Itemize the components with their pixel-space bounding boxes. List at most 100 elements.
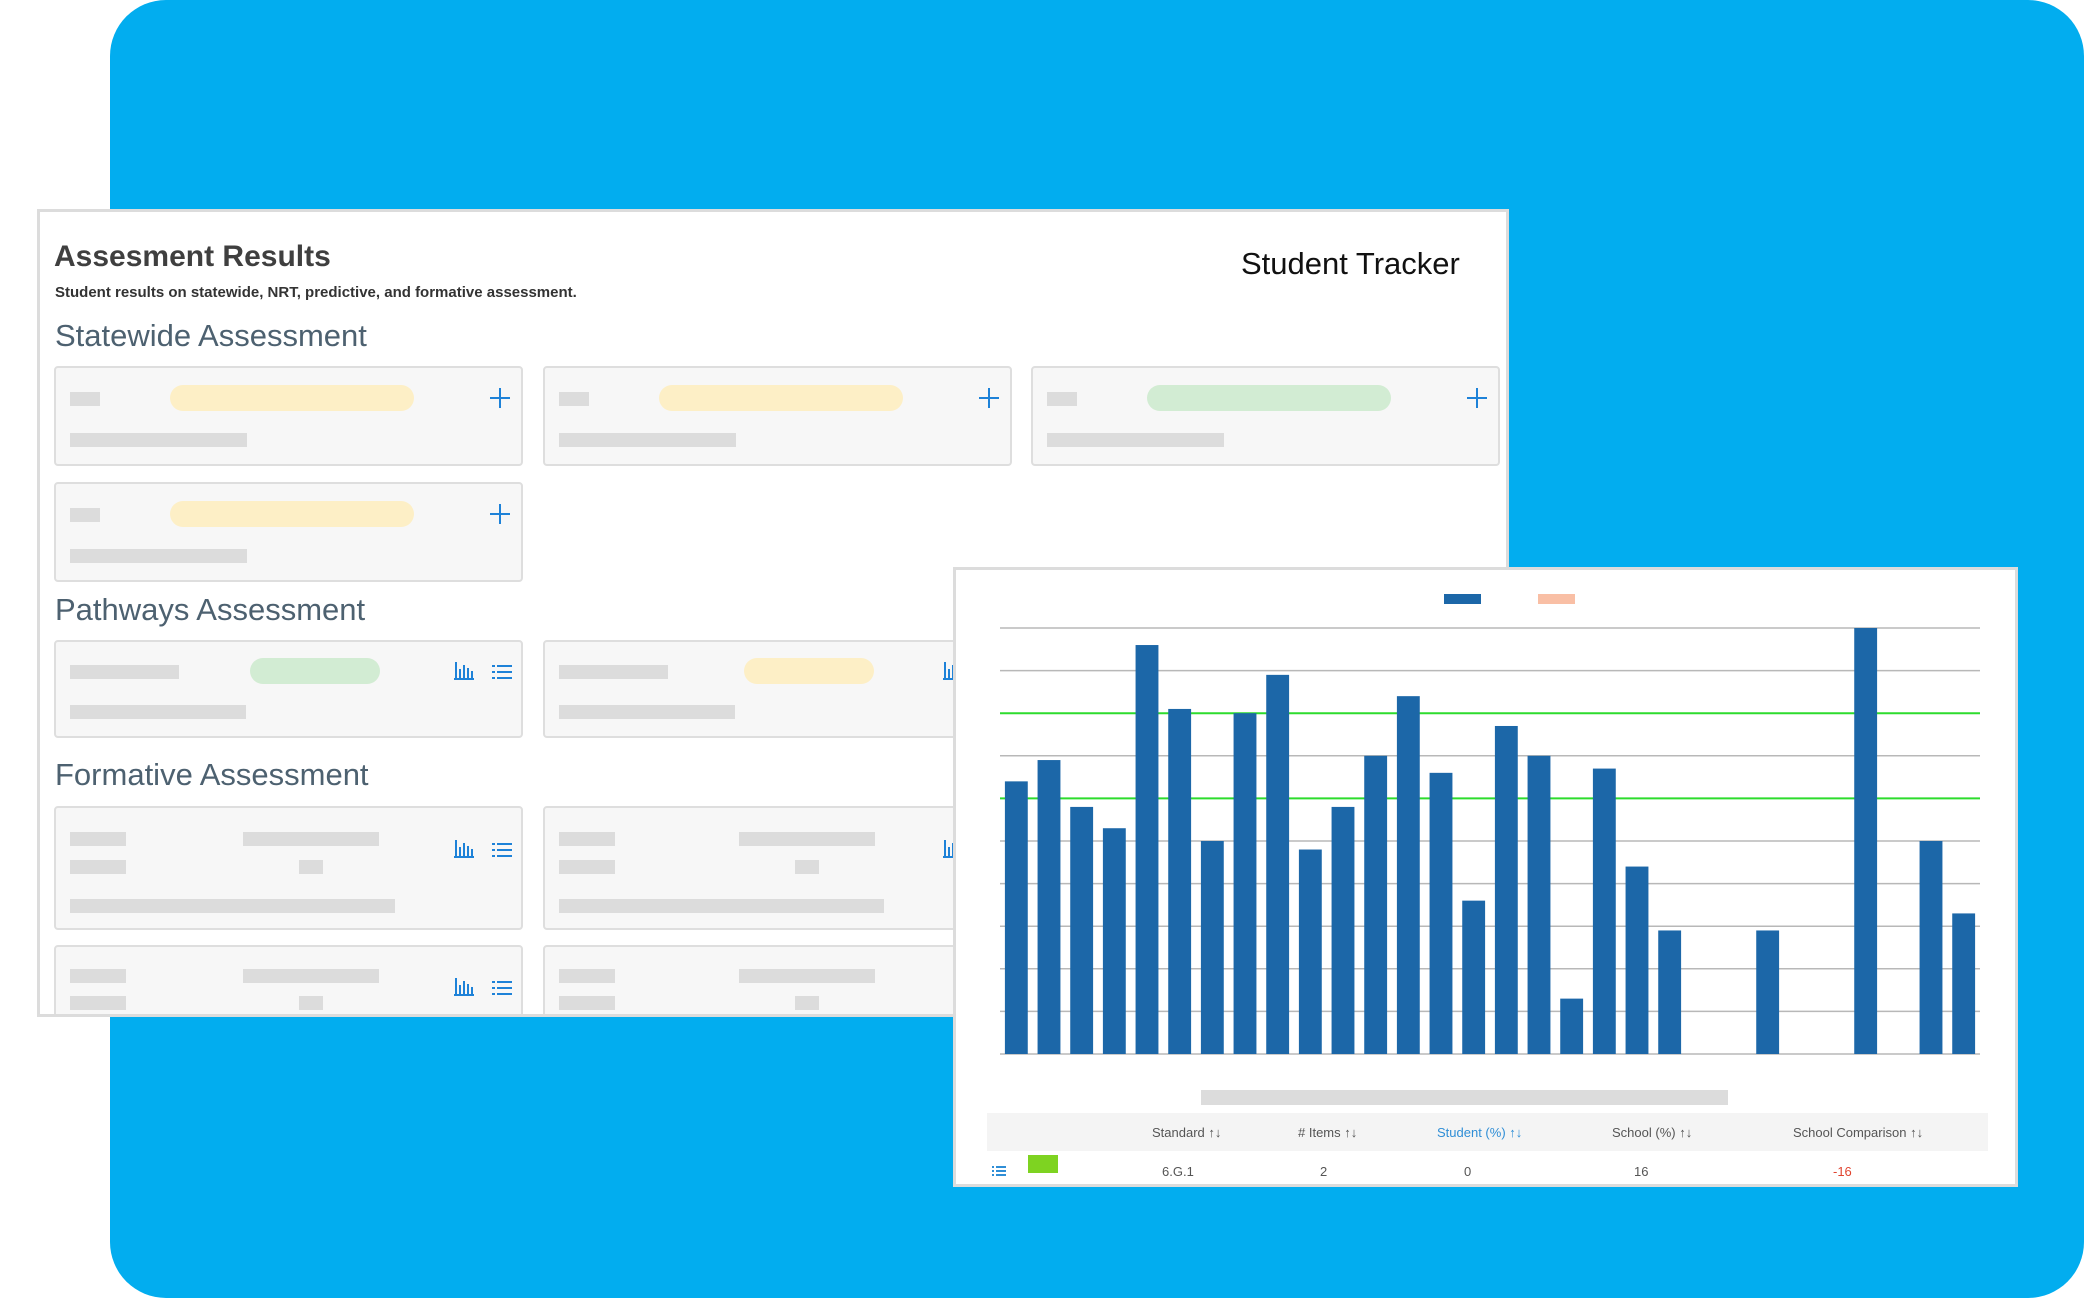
placeholder-text <box>70 705 246 719</box>
pathways-card-1[interactable] <box>54 640 523 738</box>
list-icon[interactable] <box>492 979 512 997</box>
placeholder-text <box>243 832 379 846</box>
placeholder-text <box>559 996 615 1010</box>
status-badge <box>744 658 874 684</box>
chart-bar[interactable] <box>1756 930 1780 1054</box>
formative-card-4[interactable] <box>543 945 1012 1014</box>
plus-icon[interactable] <box>490 388 510 408</box>
list-icon[interactable] <box>492 663 512 681</box>
status-badge <box>250 658 380 684</box>
placeholder-text <box>1047 433 1224 447</box>
statewide-card-1[interactable] <box>54 366 523 466</box>
table-header: Standard ↑↓ # Items ↑↓ Student (%) ↑↓ Sc… <box>987 1113 1988 1151</box>
placeholder-text <box>70 433 247 447</box>
chart-bar[interactable] <box>1266 674 1290 1054</box>
chart-bar[interactable] <box>1625 866 1649 1054</box>
chart-bar[interactable] <box>1364 755 1388 1054</box>
formative-card-1[interactable] <box>54 806 523 930</box>
placeholder-text <box>559 433 736 447</box>
column-header-school[interactable]: School (%) ↑↓ <box>1612 1125 1693 1140</box>
statewide-card-2[interactable] <box>543 366 1012 466</box>
placeholder-text <box>739 832 875 846</box>
placeholder-text <box>559 860 615 874</box>
status-badge <box>659 385 903 411</box>
chart-bar[interactable] <box>1462 900 1486 1054</box>
bar-chart-icon[interactable] <box>454 840 474 858</box>
chart-legend <box>1444 594 1575 604</box>
chart-bar[interactable] <box>1658 930 1682 1054</box>
chart-bar[interactable] <box>1494 725 1518 1054</box>
chart-bar[interactable] <box>1168 708 1192 1054</box>
chart-bar[interactable] <box>1200 841 1224 1054</box>
list-icon[interactable] <box>992 1166 1006 1176</box>
chart-bar[interactable] <box>1037 760 1061 1054</box>
chart-bar[interactable] <box>1396 696 1420 1054</box>
chart-bar[interactable] <box>1070 806 1094 1054</box>
status-badge <box>1147 385 1391 411</box>
chart-bar[interactable] <box>1233 713 1257 1054</box>
chart-bar[interactable] <box>1102 828 1126 1054</box>
sort-icon: ↑↓ <box>1910 1125 1924 1140</box>
chart-bar[interactable] <box>1919 841 1943 1054</box>
plus-icon[interactable] <box>1467 388 1487 408</box>
student-tracker-title: Student Tracker <box>1241 246 1460 281</box>
column-header-standard[interactable]: Standard ↑↓ <box>1152 1125 1222 1140</box>
plus-icon[interactable] <box>979 388 999 408</box>
chart-bar[interactable] <box>1429 772 1453 1054</box>
pathways-card-2[interactable] <box>543 640 1012 738</box>
statewide-card-4[interactable] <box>54 482 523 582</box>
placeholder-text <box>70 665 179 679</box>
placeholder-text <box>559 392 589 406</box>
chart-bar[interactable] <box>1592 768 1616 1054</box>
column-header-student[interactable]: Student (%) ↑↓ <box>1437 1125 1523 1140</box>
formative-card-3[interactable] <box>54 945 523 1014</box>
statewide-heading: Statewide Assessment <box>55 318 367 353</box>
placeholder-text <box>299 860 323 874</box>
column-header-items[interactable]: # Items ↑↓ <box>1298 1125 1358 1140</box>
page-title: Assesment Results <box>54 240 331 273</box>
formative-heading: Formative Assessment <box>55 757 369 792</box>
chart-bar[interactable] <box>1331 806 1355 1054</box>
placeholder-text <box>70 549 247 563</box>
placeholder-text <box>795 996 819 1010</box>
chart-bar[interactable] <box>1135 645 1159 1054</box>
plus-icon[interactable] <box>490 504 510 524</box>
placeholder-text <box>70 392 100 406</box>
placeholder-text <box>70 860 126 874</box>
placeholder-text <box>559 665 668 679</box>
placeholder-text <box>299 996 323 1010</box>
cell-school: 16 <box>1634 1164 1649 1179</box>
legend-swatch-primary[interactable] <box>1444 594 1481 604</box>
chart-bar[interactable] <box>1952 913 1976 1054</box>
placeholder-text <box>243 969 379 983</box>
placeholder-text <box>70 969 126 983</box>
standards-chart-panel: Standard ↑↓ # Items ↑↓ Student (%) ↑↓ Sc… <box>953 567 2018 1187</box>
chart-bar[interactable] <box>1560 998 1584 1054</box>
list-icon[interactable] <box>492 841 512 859</box>
cell-items: 2 <box>1320 1164 1328 1179</box>
column-header-school-comparison[interactable]: School Comparison ↑↓ <box>1793 1125 1924 1140</box>
cell-standard: 6.G.1 <box>1162 1164 1194 1179</box>
page-subtitle: Student results on statewide, NRT, predi… <box>55 284 577 301</box>
placeholder-text <box>1047 392 1077 406</box>
chart-bar[interactable] <box>1004 781 1028 1054</box>
bar-chart-icon[interactable] <box>454 978 474 996</box>
chart-bar[interactable] <box>1854 628 1878 1054</box>
placeholder-text <box>559 969 615 983</box>
statewide-card-3[interactable] <box>1031 366 1500 466</box>
chart-bar[interactable] <box>1298 849 1322 1054</box>
legend-swatch-secondary[interactable] <box>1538 594 1575 604</box>
chart-gridlines <box>1000 627 1980 1055</box>
placeholder-text <box>70 832 126 846</box>
cell-student: 0 <box>1464 1164 1472 1179</box>
formative-card-2[interactable] <box>543 806 1012 930</box>
bar-chart-icon[interactable] <box>454 662 474 680</box>
cell-school-comparison: -16 <box>1833 1164 1852 1179</box>
placeholder-text <box>559 899 884 913</box>
sort-icon: ↑↓ <box>1679 1125 1693 1140</box>
placeholder-text <box>70 996 126 1010</box>
chart-bar[interactable] <box>1527 755 1551 1054</box>
placeholder-text <box>70 899 395 913</box>
placeholder-text <box>795 860 819 874</box>
horizontal-scrollbar[interactable] <box>1201 1090 1728 1105</box>
